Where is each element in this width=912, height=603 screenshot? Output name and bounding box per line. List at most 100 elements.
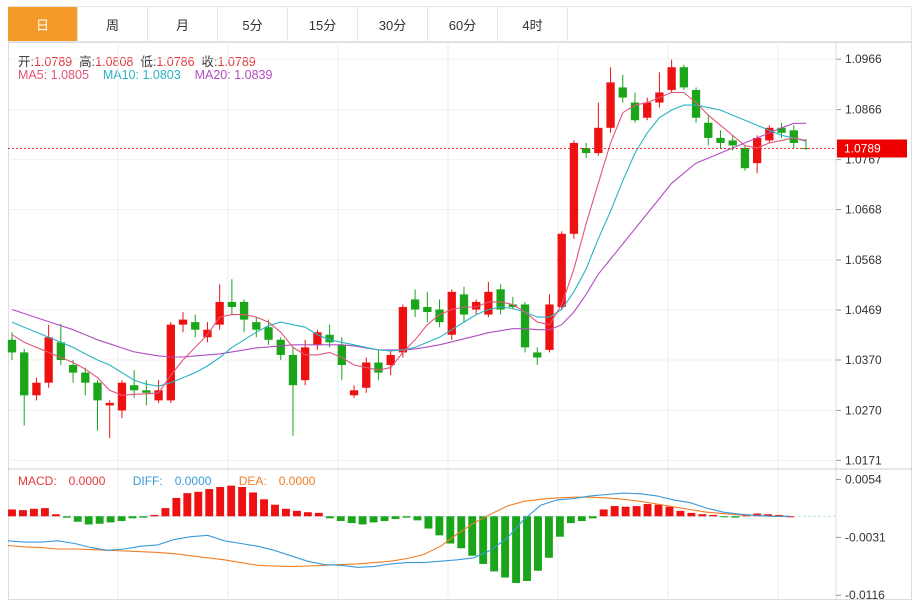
price-tick-label: 1.0171 xyxy=(845,453,882,467)
macd-bar xyxy=(566,516,575,524)
macd-bar xyxy=(490,516,499,572)
tab-7[interactable]: 4时 xyxy=(498,7,568,41)
high-label: 高: xyxy=(79,55,96,69)
candle-body xyxy=(166,324,175,401)
macd-tick-label: 0.0054 xyxy=(845,473,882,487)
tab-6[interactable]: 60分 xyxy=(428,7,498,41)
candle-body xyxy=(191,322,200,330)
macd-tick-label: -0.0031 xyxy=(845,530,886,544)
macd-bar xyxy=(753,513,762,517)
candle-body xyxy=(496,289,505,310)
candle-body xyxy=(7,339,17,353)
candle-body xyxy=(142,390,151,393)
current-price-badge xyxy=(837,139,907,158)
macd-bar xyxy=(216,487,225,517)
macd-bar xyxy=(764,514,773,517)
candle-body xyxy=(472,301,481,310)
candle-body xyxy=(239,301,249,320)
tab-0[interactable]: 日 xyxy=(8,7,78,41)
macd-bar xyxy=(599,509,608,517)
macd-bar xyxy=(588,516,597,519)
candle-body xyxy=(594,127,603,154)
candle-body xyxy=(581,147,591,154)
macd-info: MACD: 0.0000 DIFF: 0.0000 DEA: 0.0000 xyxy=(18,474,339,488)
price-tick-label: 1.0469 xyxy=(845,303,882,317)
candle-body xyxy=(606,82,615,128)
tab-5[interactable]: 30分 xyxy=(358,7,428,41)
candle-body xyxy=(105,402,114,406)
period-tabs: 日周月 5分 15分 30分 60分 4时 xyxy=(8,6,912,42)
macd-bar xyxy=(610,506,619,517)
macd-value: 0.0000 xyxy=(68,474,106,488)
price-tick-label: 1.0668 xyxy=(845,203,882,217)
candle-body xyxy=(178,319,188,325)
ma20-line xyxy=(11,122,806,358)
candle-body xyxy=(374,362,383,373)
macd-bar xyxy=(577,516,586,522)
macd-bar xyxy=(709,514,718,517)
macd-bar xyxy=(303,512,312,517)
macd-bar xyxy=(687,512,696,517)
macd-label: MACD: xyxy=(18,474,57,488)
macd-bar xyxy=(676,510,685,517)
tab-3[interactable]: 5分 xyxy=(218,7,288,41)
candle-body xyxy=(32,382,41,396)
ma5-label: MA5: xyxy=(18,68,48,82)
macd-bar xyxy=(457,516,466,549)
candle-body xyxy=(313,332,322,345)
tab-2[interactable]: 月 xyxy=(148,7,218,41)
candle-body xyxy=(264,327,273,340)
macd-bar xyxy=(446,516,455,544)
macd-bar xyxy=(183,493,192,517)
candle-body xyxy=(117,382,127,411)
macd-bar xyxy=(40,508,49,517)
macd-bar xyxy=(8,509,16,517)
candle-body xyxy=(410,299,420,310)
candle-body xyxy=(288,354,298,386)
candle-body xyxy=(508,304,517,307)
candle-body xyxy=(716,137,725,143)
macd-bar xyxy=(238,487,247,517)
macd-bar xyxy=(512,516,521,583)
dea-readout: DEA: 0.0000 xyxy=(239,474,328,488)
candle-body xyxy=(20,352,29,396)
macd-bar xyxy=(621,506,630,517)
candle-body xyxy=(691,89,701,118)
tab-4[interactable]: 15分 xyxy=(288,7,358,41)
tab-1[interactable]: 周 xyxy=(78,7,148,41)
macd-bar xyxy=(51,514,60,517)
macd-bar xyxy=(271,504,279,517)
ma10-value: 1.0803 xyxy=(142,68,181,82)
candle-body xyxy=(154,390,163,401)
macd-bar xyxy=(534,516,542,571)
macd-bar xyxy=(139,516,148,518)
macd-bar xyxy=(775,514,783,517)
ma-info: MA5: 1.0805 MA10: 1.0803 MA20: 1.0839 xyxy=(18,68,272,82)
candle-body xyxy=(643,102,652,118)
candle-body xyxy=(740,147,750,169)
macd-bar xyxy=(555,516,564,537)
price-tick-label: 1.0370 xyxy=(845,353,882,367)
macd-bar xyxy=(380,516,389,522)
current-price-label: 1.0789 xyxy=(844,142,881,156)
candle-body xyxy=(484,291,493,315)
macd-bar xyxy=(19,510,27,517)
candle-body xyxy=(545,304,554,350)
macd-bar xyxy=(336,516,345,522)
macd-bar xyxy=(281,508,290,517)
candle-body xyxy=(520,304,530,348)
candle-body xyxy=(81,372,90,383)
macd-bar xyxy=(347,516,356,524)
macd-bar xyxy=(479,516,488,564)
macd-bar xyxy=(227,485,236,517)
macd-bar xyxy=(117,516,126,522)
candle-body xyxy=(704,122,713,138)
macd-bar xyxy=(161,508,170,517)
low-label: 低: xyxy=(140,55,157,69)
macd-bar xyxy=(260,499,268,517)
dea-label: DEA: xyxy=(238,474,267,488)
macd-bar xyxy=(654,504,663,517)
price-tick-label: 1.0966 xyxy=(845,52,882,66)
macd-bar xyxy=(468,516,477,556)
candle-body xyxy=(435,309,444,323)
